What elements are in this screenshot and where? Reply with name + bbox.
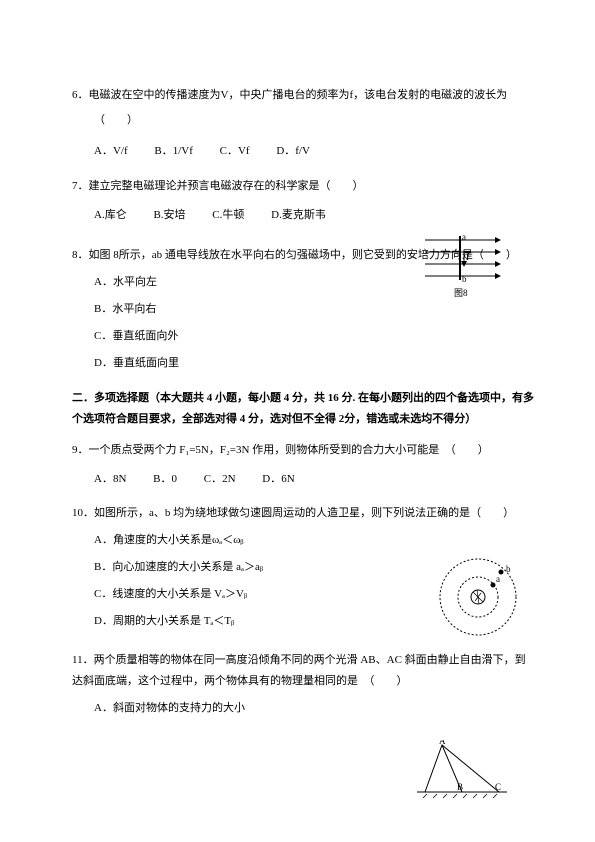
fig8-label-I: I (465, 252, 470, 263)
q6-opt-d: D．f/V (276, 145, 310, 157)
q6-opt-c: C．Vf (220, 145, 250, 157)
q7-opt-a: A.库仑 (94, 209, 127, 221)
q6-blank: （ ） (94, 114, 138, 126)
figure-q11-triangle: A B C (417, 740, 507, 800)
q11-text: 两个质量相等的物体在同一高度沿倾角不同的两个光滑 AB、AC 斜面由静止自由滑下… (72, 654, 526, 687)
q11-opt-a: A．斜面对物体的支持力的大小 (94, 702, 245, 714)
q8-num: 8． (72, 249, 89, 261)
q8-opt-a: A．水平向左 (94, 276, 157, 288)
q6-options: A．V/f B．1/Vf C．Vf D．f/V (94, 141, 535, 162)
fig8-label-b: b (462, 274, 467, 284)
orbit-icon: b a (433, 552, 523, 642)
q10-opt-a: A．角速度的大小关系是ωₐ＜ωᵦ (94, 534, 244, 546)
fig8-caption: 图8 (454, 288, 468, 298)
q7-text: 建立完整电磁理论并预言电磁波存在的科学家是（ ） (89, 180, 364, 192)
q9-opt-a: A．8N (94, 473, 126, 485)
section-2-header: 二．多项选择题（本大题共 4 小题，每小题 4 分，共 16 分. 在每小题列出… (72, 388, 535, 430)
q8-opt-d: D．垂直纸面向里 (94, 357, 179, 369)
q7-opt-b: B.安培 (153, 209, 185, 221)
magnetic-field-icon: a b I 图8 (420, 232, 510, 302)
question-7: 7．建立完整电磁理论并预言电磁波存在的科学家是（ ） A.库仑 B.安培 C.牛… (72, 176, 535, 226)
q6-opt-b: B．1/Vf (154, 145, 193, 157)
fig10-label-b: b (506, 564, 511, 574)
figure-q10-orbit: b a (433, 552, 523, 642)
fig8-label-a: a (462, 232, 466, 242)
q6-text: 电磁波在空中的传播速度为V，中央广播电台的频率为f，该电台发射的电磁波的波长为 (89, 89, 508, 101)
q9-opt-b: B．0 (153, 473, 177, 485)
q11-num: 11． (72, 654, 94, 666)
incline-icon: A B C (417, 740, 507, 800)
figure-q8-magnetic-field: a b I 图8 (420, 232, 510, 292)
fig11-A: A (439, 740, 446, 746)
question-9: 9．一个质点受两个力 F₁=5N，F₂=3N 作用，则物体所受到的合力大小可能是… (72, 440, 535, 490)
q6-opt-a: A．V/f (94, 145, 128, 157)
q7-opt-c: C.牛顿 (212, 209, 244, 221)
fig11-B: B (457, 782, 463, 792)
q6-num: 6． (72, 89, 89, 101)
question-6: 6．电磁波在空中的传播速度为V，中央广播电台的频率为f，该电台发射的电磁波的波长… (72, 85, 535, 162)
q7-options: A.库仑 B.安培 C.牛顿 D.麦克斯韦 (94, 205, 535, 226)
q10-num: 10． (72, 507, 94, 519)
q9-opt-d: D．6N (262, 473, 294, 485)
question-11: 11．两个质量相等的物体在同一高度沿倾角不同的两个光滑 AB、AC 斜面由静止自… (72, 650, 535, 719)
fig11-C: C (495, 782, 501, 792)
q7-opt-d: D.麦克斯韦 (271, 209, 326, 221)
fig10-label-a: a (496, 574, 500, 584)
section-2-text: 二．多项选择题（本大题共 4 小题，每小题 4 分，共 16 分. 在每小题列出… (72, 392, 534, 425)
q9-num: 9． (72, 444, 89, 456)
q9-text: 一个质点受两个力 F₁=5N，F₂=3N 作用，则物体所受到的合力大小可能是 （… (89, 444, 489, 456)
q8-opt-c: C．垂直纸面向外 (94, 330, 178, 342)
q10-text: 如图所示，a、b 均为绕地球做匀速圆周运动的人造卫星，则下列说法正确的是（ ） (94, 507, 514, 519)
q7-num: 7． (72, 180, 89, 192)
q9-opt-c: C．2N (204, 473, 236, 485)
q10-opt-d: D．周期的大小关系是 Tₐ＜Tᵦ (94, 615, 234, 627)
q8-opt-b: B．水平向右 (94, 303, 156, 315)
q9-options: A．8N B．0 C．2N D．6N (94, 469, 535, 490)
q10-opt-b: B．向心加速度的大小关系是 aₐ＞aᵦ (94, 561, 263, 573)
q10-opt-c: C．线速度的大小关系是 Vₐ＞Vᵦ (94, 588, 247, 600)
